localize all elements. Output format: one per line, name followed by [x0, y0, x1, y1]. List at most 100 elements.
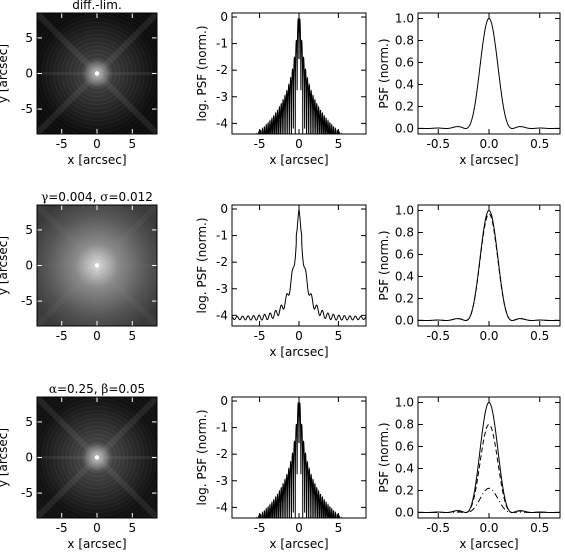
title-text: =0.012 [109, 190, 153, 204]
x-tick-label: -0.5 [427, 137, 450, 151]
airy-ring [73, 434, 121, 481]
x-axis-label: x [arcsec] [67, 537, 126, 551]
y-tick-label: -5 [21, 102, 33, 116]
x-axis-label: x [arcsec] [459, 153, 518, 167]
series-line-1 [418, 423, 560, 513]
y-tick-label: 5 [25, 31, 33, 45]
x-tick-label: -5 [254, 137, 266, 151]
plot-frame [231, 396, 367, 519]
y-tick-label: 0.0 [395, 314, 414, 328]
x-tick-label: -0.5 [427, 521, 450, 535]
greek-symbol: σ [100, 190, 108, 204]
y-axis-label: log. PSF (norm.) [195, 409, 209, 505]
y-tick-label: -1 [216, 421, 228, 435]
series-line-2 [418, 487, 560, 513]
airy-ring [77, 54, 117, 93]
x-tick-label: 0.5 [530, 137, 549, 151]
airy-ring [49, 410, 145, 505]
airy-ring [57, 418, 137, 497]
y-tick-label: 1.0 [395, 204, 414, 218]
y-tick-label: -1 [216, 37, 228, 51]
y-tick-label: 0 [25, 259, 33, 273]
y-tick-label: 0.0 [395, 506, 414, 520]
x-axis-label: x [arcsec] [269, 345, 328, 359]
plot-frame [417, 396, 561, 519]
airy-ring [93, 454, 101, 461]
y-tick-label: 5 [25, 415, 33, 429]
x-tick-label: 5 [335, 329, 343, 343]
greek-symbol: α [49, 382, 57, 396]
panel-r2-c2: -0.5 0.0 0.5 0.0 0.2 0.4 0.6 0.8 1.0 x [arcsec] PS… [377, 396, 561, 551]
airy-ring [45, 214, 149, 317]
title-text: diff.-lim. [72, 0, 122, 12]
y-tick-label: -5 [21, 486, 33, 500]
airy-ring [81, 250, 113, 281]
airy-ring [57, 226, 137, 305]
panel-r0-c1: -5 0 5 0 -1 -2 -3 -4 x [arcsec] log. PSF (norm.) [195, 10, 367, 167]
title-text: =0.05 [108, 382, 145, 396]
airy-ring [45, 406, 149, 509]
airy-ring [69, 430, 125, 485]
y-tick-label: 0.2 [395, 292, 414, 306]
x-axis-label: x [arcsec] [269, 153, 328, 167]
y-tick-label: 0 [220, 394, 228, 408]
x-tick-label: 0.5 [530, 329, 549, 343]
airy-ring [49, 26, 145, 121]
plot-frame [36, 204, 158, 327]
airy-ring [53, 30, 141, 117]
x-tick-label: 5 [128, 329, 136, 343]
y-axis-label: y [arcsec] [0, 428, 10, 487]
x-tick-label: -0.5 [427, 329, 450, 343]
y-tick-label: 0.8 [395, 226, 414, 240]
plot-frame [36, 396, 158, 519]
y-tick-label: 5 [25, 223, 33, 237]
y-axis-label: log. PSF (norm.) [195, 25, 209, 121]
y-tick-label: 0 [220, 10, 228, 24]
y-axis-label: y [arcsec] [0, 44, 10, 103]
x-tick-label: 0 [295, 329, 303, 343]
panel-r1-c2: -0.5 0.0 0.5 0.0 0.2 0.4 0.6 0.8 1.0 PSF (norm.) [377, 204, 561, 343]
y-tick-label: 0.2 [395, 100, 414, 114]
greek-symbol: β [101, 382, 108, 396]
psf-core [94, 71, 100, 76]
y-axis-label: PSF (norm.) [377, 422, 391, 492]
plot-frame [417, 204, 561, 327]
series-line-0 [232, 16, 366, 135]
y-tick-label: -4 [216, 308, 228, 322]
panel-r1-c0: -5 0 5 -5 0 5 y [arcsec] [0, 204, 158, 343]
x-axis-label: x [arcsec] [269, 537, 328, 551]
psf-core [94, 455, 100, 460]
series-line-0 [231, 208, 367, 321]
x-tick-label: -5 [254, 521, 266, 535]
airy-ring [85, 62, 109, 85]
x-tick-label: 5 [128, 521, 136, 535]
y-axis-label: PSF (norm.) [377, 230, 391, 300]
airy-ring [69, 46, 125, 101]
title-text: =0.004, [48, 190, 100, 204]
x-tick-label: -5 [56, 137, 68, 151]
airy-ring [85, 446, 109, 469]
series-line-0 [418, 209, 560, 321]
airy-ring [69, 238, 125, 293]
y-tick-label: 0.0 [395, 122, 414, 136]
x-tick-label: -5 [56, 329, 68, 343]
y-tick-label: 0.6 [395, 248, 414, 262]
y-tick-label: -4 [216, 500, 228, 514]
airy-ring [73, 50, 121, 97]
y-tick-label: 0.2 [395, 484, 414, 498]
airy-ring [73, 242, 121, 289]
x-axis-label: x [arcsec] [67, 153, 126, 167]
title-text: =0.25, [57, 382, 101, 396]
y-tick-label: 0 [25, 451, 33, 465]
x-tick-label: 5 [128, 137, 136, 151]
x-tick-label: 0 [93, 137, 101, 151]
y-tick-label: 0.8 [395, 34, 414, 48]
plot-frame [417, 12, 561, 135]
x-tick-label: -5 [254, 329, 266, 343]
panel-title: diff.-lim. [72, 0, 122, 12]
x-tick-label: 0 [295, 137, 303, 151]
y-tick-label: 1.0 [395, 396, 414, 410]
series-line-0 [232, 400, 366, 519]
airy-ring [89, 450, 105, 465]
